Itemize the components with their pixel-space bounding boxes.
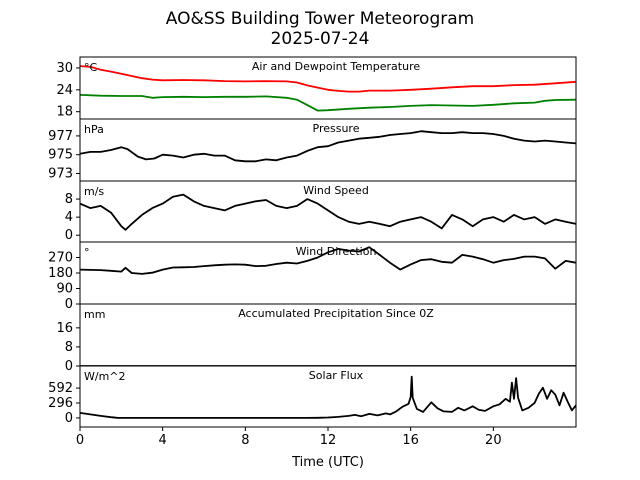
y-tick-label: 8 (65, 192, 73, 207)
panel-title: Solar Flux (309, 369, 364, 382)
y-tick-label: 24 (56, 83, 73, 98)
series-line-air-temperature (80, 65, 576, 93)
panel-unit-label: hPa (84, 123, 104, 136)
y-tick-label: 0 (65, 297, 73, 312)
panel-accumulated-precipitation-since-0z: Accumulated Precipitation Since 0Z mm 0 8 16 (56, 303, 577, 374)
panel-title: Wind Speed (303, 184, 369, 197)
panel-pressure: Pressure hPa 973 975 977 (48, 118, 577, 182)
y-tick-label: 0 (65, 411, 73, 426)
x-tick-label: 16 (402, 433, 419, 448)
panel-title: Accumulated Precipitation Since 0Z (238, 307, 434, 320)
y-tick-label: 90 (56, 282, 73, 297)
x-tick-label: 8 (241, 433, 249, 448)
panel-unit-label: W/m^2 (84, 370, 126, 383)
series-line-solar-flux (80, 375, 576, 419)
y-tick-label: 180 (48, 266, 73, 281)
panel-title: Wind Direction (296, 245, 377, 258)
x-tick-label: 12 (320, 433, 337, 448)
series-line-wind-speed (80, 193, 576, 231)
series-line-pressure (80, 130, 576, 163)
panel-unit-label: °C (84, 61, 98, 74)
y-tick-label: 975 (48, 148, 73, 163)
x-tick-label: 4 (159, 433, 167, 448)
panel-unit-label: ° (84, 246, 90, 259)
x-tick-label: 0 (76, 433, 84, 448)
figure-title: AO&SS Building Tower Meteorogram (166, 9, 474, 29)
y-tick-label: 592 (48, 381, 73, 396)
y-tick-label: 977 (48, 129, 73, 144)
y-tick-label: 270 (48, 251, 73, 266)
panels-group: Air and Dewpoint Temperature °C 18 24 30 Pres… (48, 56, 577, 428)
y-tick-label: 0 (65, 228, 73, 243)
x-tick-label: 20 (485, 433, 502, 448)
y-tick-label: 30 (56, 61, 73, 76)
x-axis: 0 4 8 12 16 20 (76, 427, 502, 448)
figure-date: 2025-07-24 (271, 29, 370, 49)
y-tick-label: 296 (48, 396, 73, 411)
y-tick-label: 973 (48, 166, 73, 181)
x-axis-label: Time (UTC) (291, 455, 364, 470)
y-tick-label: 18 (56, 105, 73, 120)
series-line-wind-direction (80, 246, 576, 275)
y-tick-label: 16 (56, 321, 73, 336)
series-line-dewpoint (80, 94, 576, 112)
y-tick-label: 4 (65, 210, 73, 225)
panel-title: Pressure (313, 122, 360, 135)
panel-unit-label: mm (84, 308, 105, 321)
y-tick-label: 0 (65, 359, 73, 374)
y-tick-label: 8 (65, 340, 73, 355)
panel-title: Air and Dewpoint Temperature (252, 60, 420, 73)
panel-unit-label: m/s (84, 185, 104, 198)
